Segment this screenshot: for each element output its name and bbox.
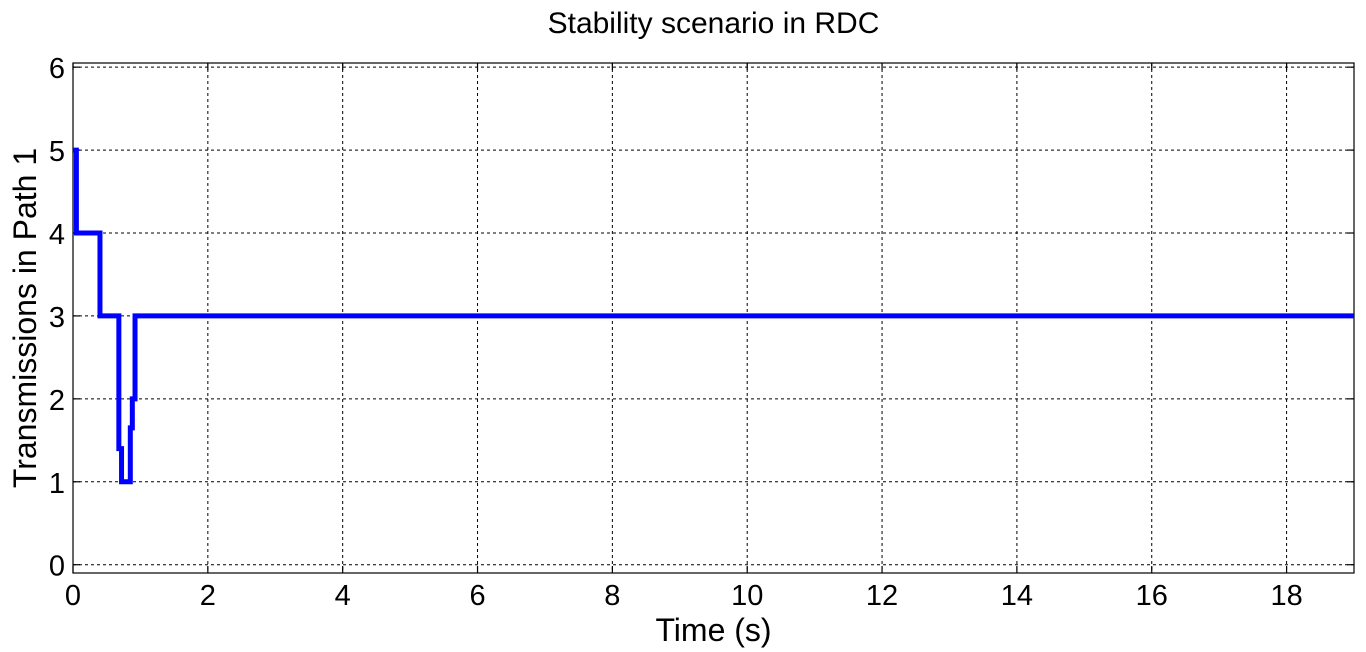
- y-tick-label: 1: [49, 468, 65, 500]
- x-tick-label: 4: [335, 580, 351, 612]
- series-layer: [73, 147, 1354, 485]
- y-tick-label: 5: [49, 136, 65, 168]
- y-tick-label: 2: [49, 385, 65, 417]
- x-tick-label: 16: [1136, 580, 1168, 612]
- x-tick-label: 2: [200, 580, 216, 612]
- x-tick-label: 10: [731, 580, 763, 612]
- chart-title: Stability scenario in RDC: [548, 7, 880, 40]
- series-line-1: [73, 147, 1354, 485]
- x-axis-label: Time (s): [655, 612, 771, 648]
- x-tick-label: 6: [469, 580, 485, 612]
- x-tick-label: 12: [866, 580, 898, 612]
- x-tick-label: 8: [604, 580, 620, 612]
- y-tick-label: 3: [49, 302, 65, 334]
- x-tick-label: 14: [1001, 580, 1033, 612]
- x-tick-label: 0: [65, 580, 81, 612]
- x-tick-label: 18: [1270, 580, 1302, 612]
- y-tick-label: 0: [49, 551, 65, 583]
- y-axis-label: Transmissions in Path 1: [7, 148, 43, 488]
- y-tick-label: 6: [49, 53, 65, 85]
- y-tick-label: 4: [49, 219, 65, 251]
